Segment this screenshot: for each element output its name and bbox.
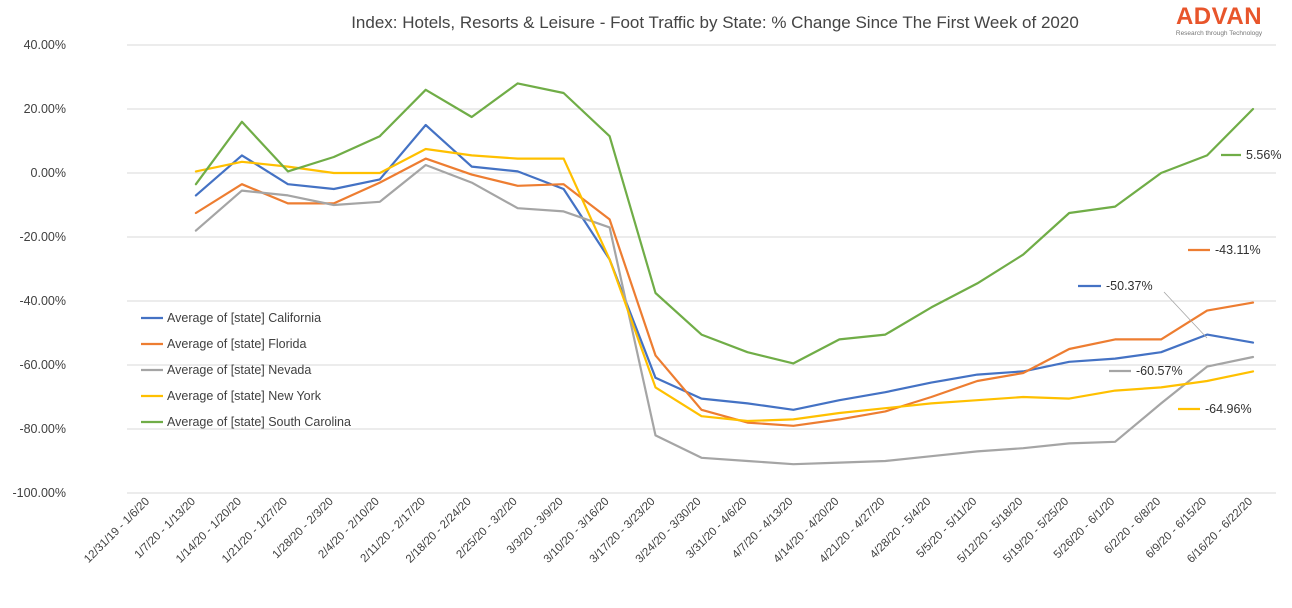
legend-label: Average of [state] New York <box>167 389 322 403</box>
series-line-3 <box>194 147 1255 423</box>
y-tick-label: -40.00% <box>19 294 66 308</box>
annotation-label: -60.57% <box>1136 364 1183 378</box>
series-line-4 <box>194 82 1255 365</box>
x-axis: 12/31/19 - 1/6/201/7/20 - 1/13/201/14/20… <box>82 496 1255 566</box>
gridlines <box>127 44 1276 494</box>
y-tick-label: 40.00% <box>24 38 66 52</box>
series-line-2 <box>194 163 1255 466</box>
y-axis: 40.00% 20.00% 0.00% -20.00% -40.00% -60.00% -8… <box>12 38 66 500</box>
legend: Average of [state] California Average of … <box>141 311 351 429</box>
legend-label: Average of [state] California <box>167 311 321 325</box>
series-line-1 <box>194 157 1255 427</box>
series-line-0 <box>194 123 1255 411</box>
annotation-label: -43.11% <box>1215 243 1261 257</box>
y-tick-label: -20.00% <box>19 230 66 244</box>
y-tick-label: -60.00% <box>19 358 66 372</box>
brand-tagline: Research through Technology <box>1175 30 1263 37</box>
y-tick-label: -100.00% <box>12 486 66 500</box>
annotation-label: -64.96% <box>1205 402 1252 416</box>
annotation-leader <box>1163 291 1208 339</box>
y-tick-label: 20.00% <box>24 102 66 116</box>
annotation-label: -50.37% <box>1106 279 1153 293</box>
annotations: 5.56% -43.11% -50.37% -60.57% -64.96% <box>1078 148 1281 416</box>
annotation-label: 5.56% <box>1246 148 1281 162</box>
y-tick-label: -80.00% <box>19 422 66 436</box>
brand-logo: ADVAN Research through Technology <box>1164 4 1274 38</box>
y-tick-label: 0.00% <box>31 166 66 180</box>
chart-title: Index: Hotels, Resorts & Leisure - Foot … <box>351 13 1079 32</box>
brand-name: ADVAN <box>1175 3 1263 30</box>
legend-label: Average of [state] Nevada <box>167 363 311 377</box>
legend-label: Average of [state] Florida <box>167 337 306 351</box>
series-lines <box>194 82 1255 466</box>
legend-label: Average of [state] South Carolina <box>167 415 351 429</box>
